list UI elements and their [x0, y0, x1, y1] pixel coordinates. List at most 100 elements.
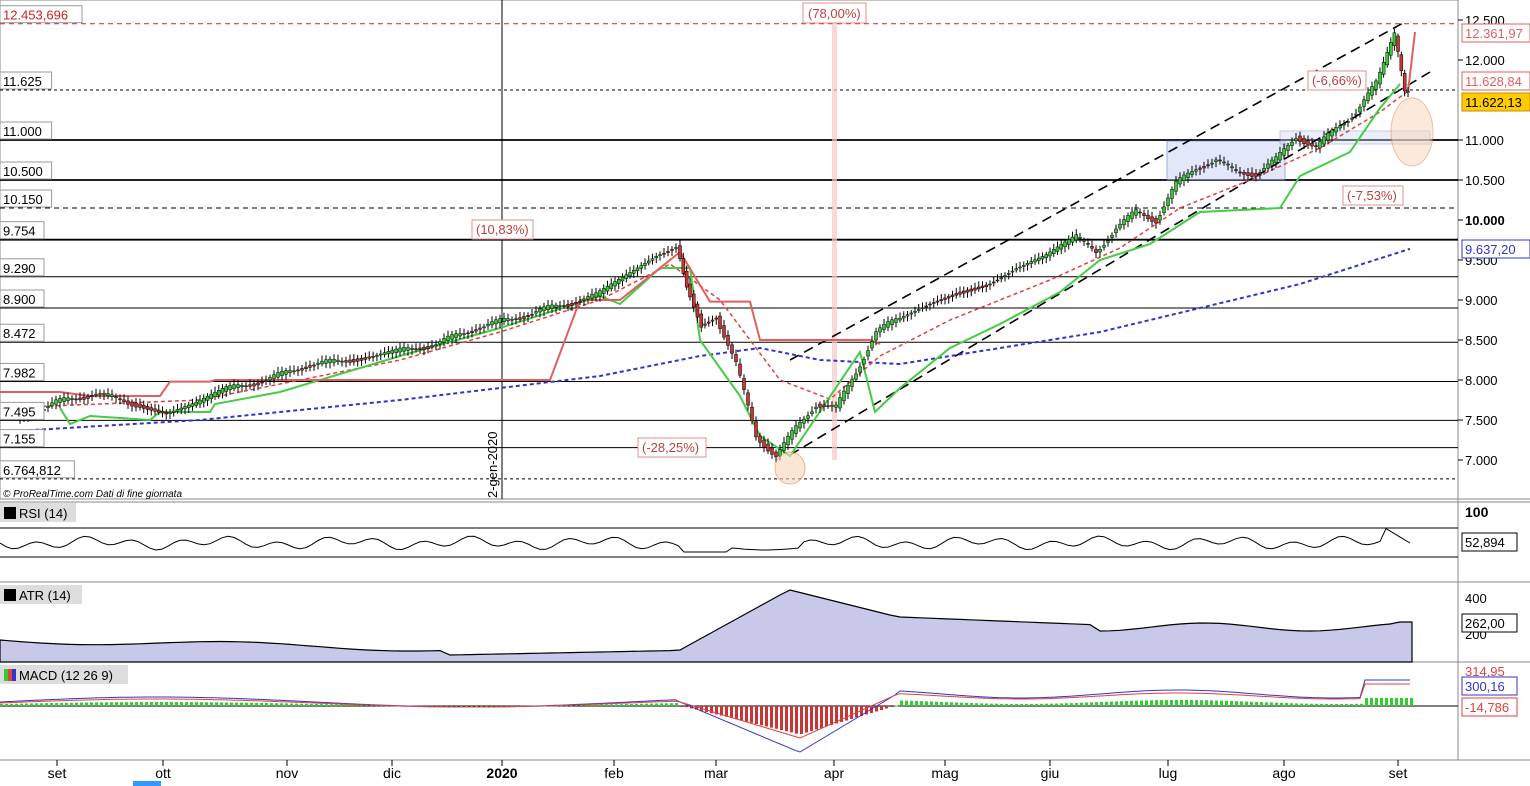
candle-body [300, 368, 304, 371]
macd-hist-bar [1200, 700, 1203, 706]
candle-body [866, 350, 870, 357]
rsi-value: 52,894 [1465, 535, 1505, 550]
macd-hist-bar [1215, 700, 1218, 706]
price-panel [0, 0, 1459, 500]
price-tags: 12.361,97 11.628,84 11.622,13 9.637,20 [1461, 23, 1530, 259]
candle-body [838, 397, 842, 409]
macd-hist-bar [875, 706, 878, 712]
macd-hist-bar [1365, 698, 1368, 706]
candle-body [398, 347, 402, 353]
candle-body [928, 303, 932, 306]
candle-body [995, 279, 1000, 282]
candle-body [802, 418, 806, 424]
macd-hist-bar [1100, 701, 1103, 706]
candle-body [172, 410, 176, 413]
macd-hist-bar [1185, 700, 1188, 706]
macd-hist-bar [640, 703, 643, 706]
candle-body [1090, 245, 1094, 249]
candle-body [594, 292, 598, 298]
candle-body [106, 393, 110, 396]
month-label: 2020 [486, 765, 517, 781]
candle-body [1238, 171, 1242, 174]
macd-hist-bar [1050, 703, 1053, 706]
macd-hist-bar [980, 703, 983, 706]
macd-hist-bar [295, 703, 298, 706]
candle-body [598, 290, 602, 297]
macd-hist-bar [780, 706, 783, 730]
macd-hist-bar [585, 704, 588, 706]
candle-body [98, 393, 102, 395]
axis-tick-label: 7.500 [1465, 413, 1498, 428]
axis-tick-label: 8.000 [1465, 373, 1498, 388]
candle-body [726, 334, 730, 346]
macd-hist-bar [260, 702, 263, 706]
candle-body [1082, 240, 1086, 242]
macd-hist-bar [580, 704, 583, 706]
month-label: mar [704, 765, 728, 781]
macd-hist-bar [170, 702, 173, 706]
candle-body [909, 312, 913, 315]
candle-body [699, 313, 703, 328]
macd-hist-bar [70, 702, 73, 706]
macd-hist-bar [1390, 698, 1393, 706]
candle-body [810, 411, 814, 414]
macd-hist-bar [675, 703, 678, 706]
candle-body [1338, 125, 1342, 129]
candle-body [1025, 263, 1030, 266]
macd-hist-bar [625, 704, 628, 706]
candle-body [620, 276, 625, 282]
candle-body [94, 393, 98, 396]
candle-body [371, 356, 375, 358]
macd-hist-bar [1280, 702, 1283, 706]
macd-hist-bar [1295, 703, 1298, 706]
macd-hist-bar [1245, 701, 1248, 706]
macd-hist-bar [1145, 700, 1148, 706]
candle-body [1003, 275, 1007, 277]
macd-hist-bar [0, 704, 3, 706]
macd-hist-bar [320, 704, 323, 706]
candle-body [414, 348, 418, 351]
macd-hist-bar [125, 702, 128, 706]
macd-hist-bar [590, 704, 593, 706]
candle-body [878, 327, 882, 333]
candle-body [1362, 99, 1366, 107]
candle-body [359, 357, 364, 361]
candle-body [382, 352, 387, 355]
candle-body [446, 335, 450, 342]
macd-hist-bar [45, 703, 48, 706]
candle-body [734, 354, 738, 362]
candle-body [54, 399, 58, 405]
candle-body [590, 293, 594, 299]
candle-body [284, 370, 288, 375]
candle-body [958, 291, 962, 295]
candle-body [90, 395, 94, 397]
level-label: 7.982 [3, 365, 36, 380]
macd-hist-bar [1310, 703, 1313, 706]
candle-body [183, 406, 187, 410]
macd-hist-bar [1155, 700, 1158, 706]
level-label-box [0, 5, 83, 24]
month-label: giu [1041, 765, 1060, 781]
macd-hist-bar [40, 703, 43, 706]
candle-body [786, 435, 790, 446]
candle-body [1126, 215, 1130, 222]
macd-hist-bar [1255, 701, 1258, 706]
candle-body [232, 384, 236, 389]
candle-body [854, 373, 858, 380]
macd-hist-bar [1045, 703, 1048, 706]
candle-body [830, 404, 834, 407]
macd-hist-bar [945, 702, 948, 706]
candle-body [145, 406, 150, 410]
macd-hist-bar [635, 703, 638, 706]
candle-body [442, 338, 446, 343]
candle-body [58, 398, 62, 403]
macd-hist-bar [960, 702, 963, 706]
scroll-marker[interactable] [133, 781, 161, 786]
candle-body [1354, 113, 1358, 116]
macd-hist-bar [265, 703, 268, 706]
macd-hist-bar [210, 702, 213, 706]
macd-hist-bar [755, 706, 758, 724]
candle-body [375, 355, 379, 357]
candle-body [1170, 189, 1174, 199]
